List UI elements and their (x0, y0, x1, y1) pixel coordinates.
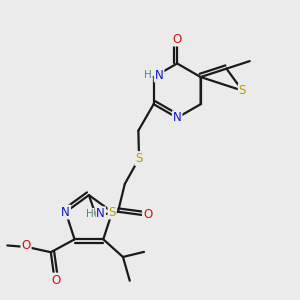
Text: O: O (21, 239, 31, 252)
Text: H: H (144, 70, 152, 80)
Text: N: N (96, 207, 105, 220)
Text: O: O (51, 274, 61, 286)
Text: N: N (61, 206, 70, 218)
Text: N: N (173, 111, 182, 124)
Text: H: H (86, 209, 94, 219)
Text: N: N (155, 68, 164, 82)
Text: S: S (109, 206, 116, 218)
Text: O: O (143, 208, 152, 221)
Text: S: S (239, 84, 246, 97)
Text: O: O (172, 32, 182, 46)
Text: S: S (135, 152, 143, 165)
